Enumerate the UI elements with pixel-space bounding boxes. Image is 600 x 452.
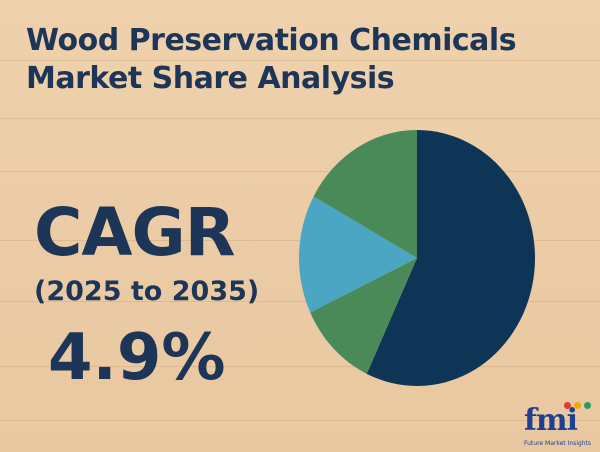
title-line-1: Wood Preservation Chemicals [26, 23, 517, 58]
wood-grain-line [0, 171, 600, 172]
wood-grain-line [0, 118, 600, 119]
chart-title: Wood Preservation Chemicals Market Share… [26, 22, 586, 98]
logo-dot-green [584, 402, 591, 409]
logo-text: fmi [524, 403, 578, 438]
cagr-period: (2025 to 2035) [34, 276, 260, 307]
pie-slice-3 [299, 196, 417, 313]
pie-slice-4 [313, 130, 417, 258]
fmi-logo: fmi Future Market Insights [524, 402, 596, 450]
logo-dot-yellow [574, 402, 581, 409]
wood-grain-line [0, 240, 600, 241]
pie-slice-1 [366, 130, 535, 386]
wood-grain-line [0, 420, 600, 421]
wood-grain-line [0, 60, 600, 61]
logo-dot-red [564, 402, 571, 409]
pie-slice-2 [310, 258, 417, 374]
wood-grain-line [0, 366, 600, 367]
cagr-value: 4.9% [48, 321, 226, 395]
title-line-2: Market Share Analysis [26, 61, 395, 96]
logo-tagline: Future Market Insights [524, 440, 592, 447]
market-share-pie-chart [299, 130, 535, 386]
wood-grain-line [0, 301, 600, 302]
cagr-label: CAGR [34, 194, 236, 271]
